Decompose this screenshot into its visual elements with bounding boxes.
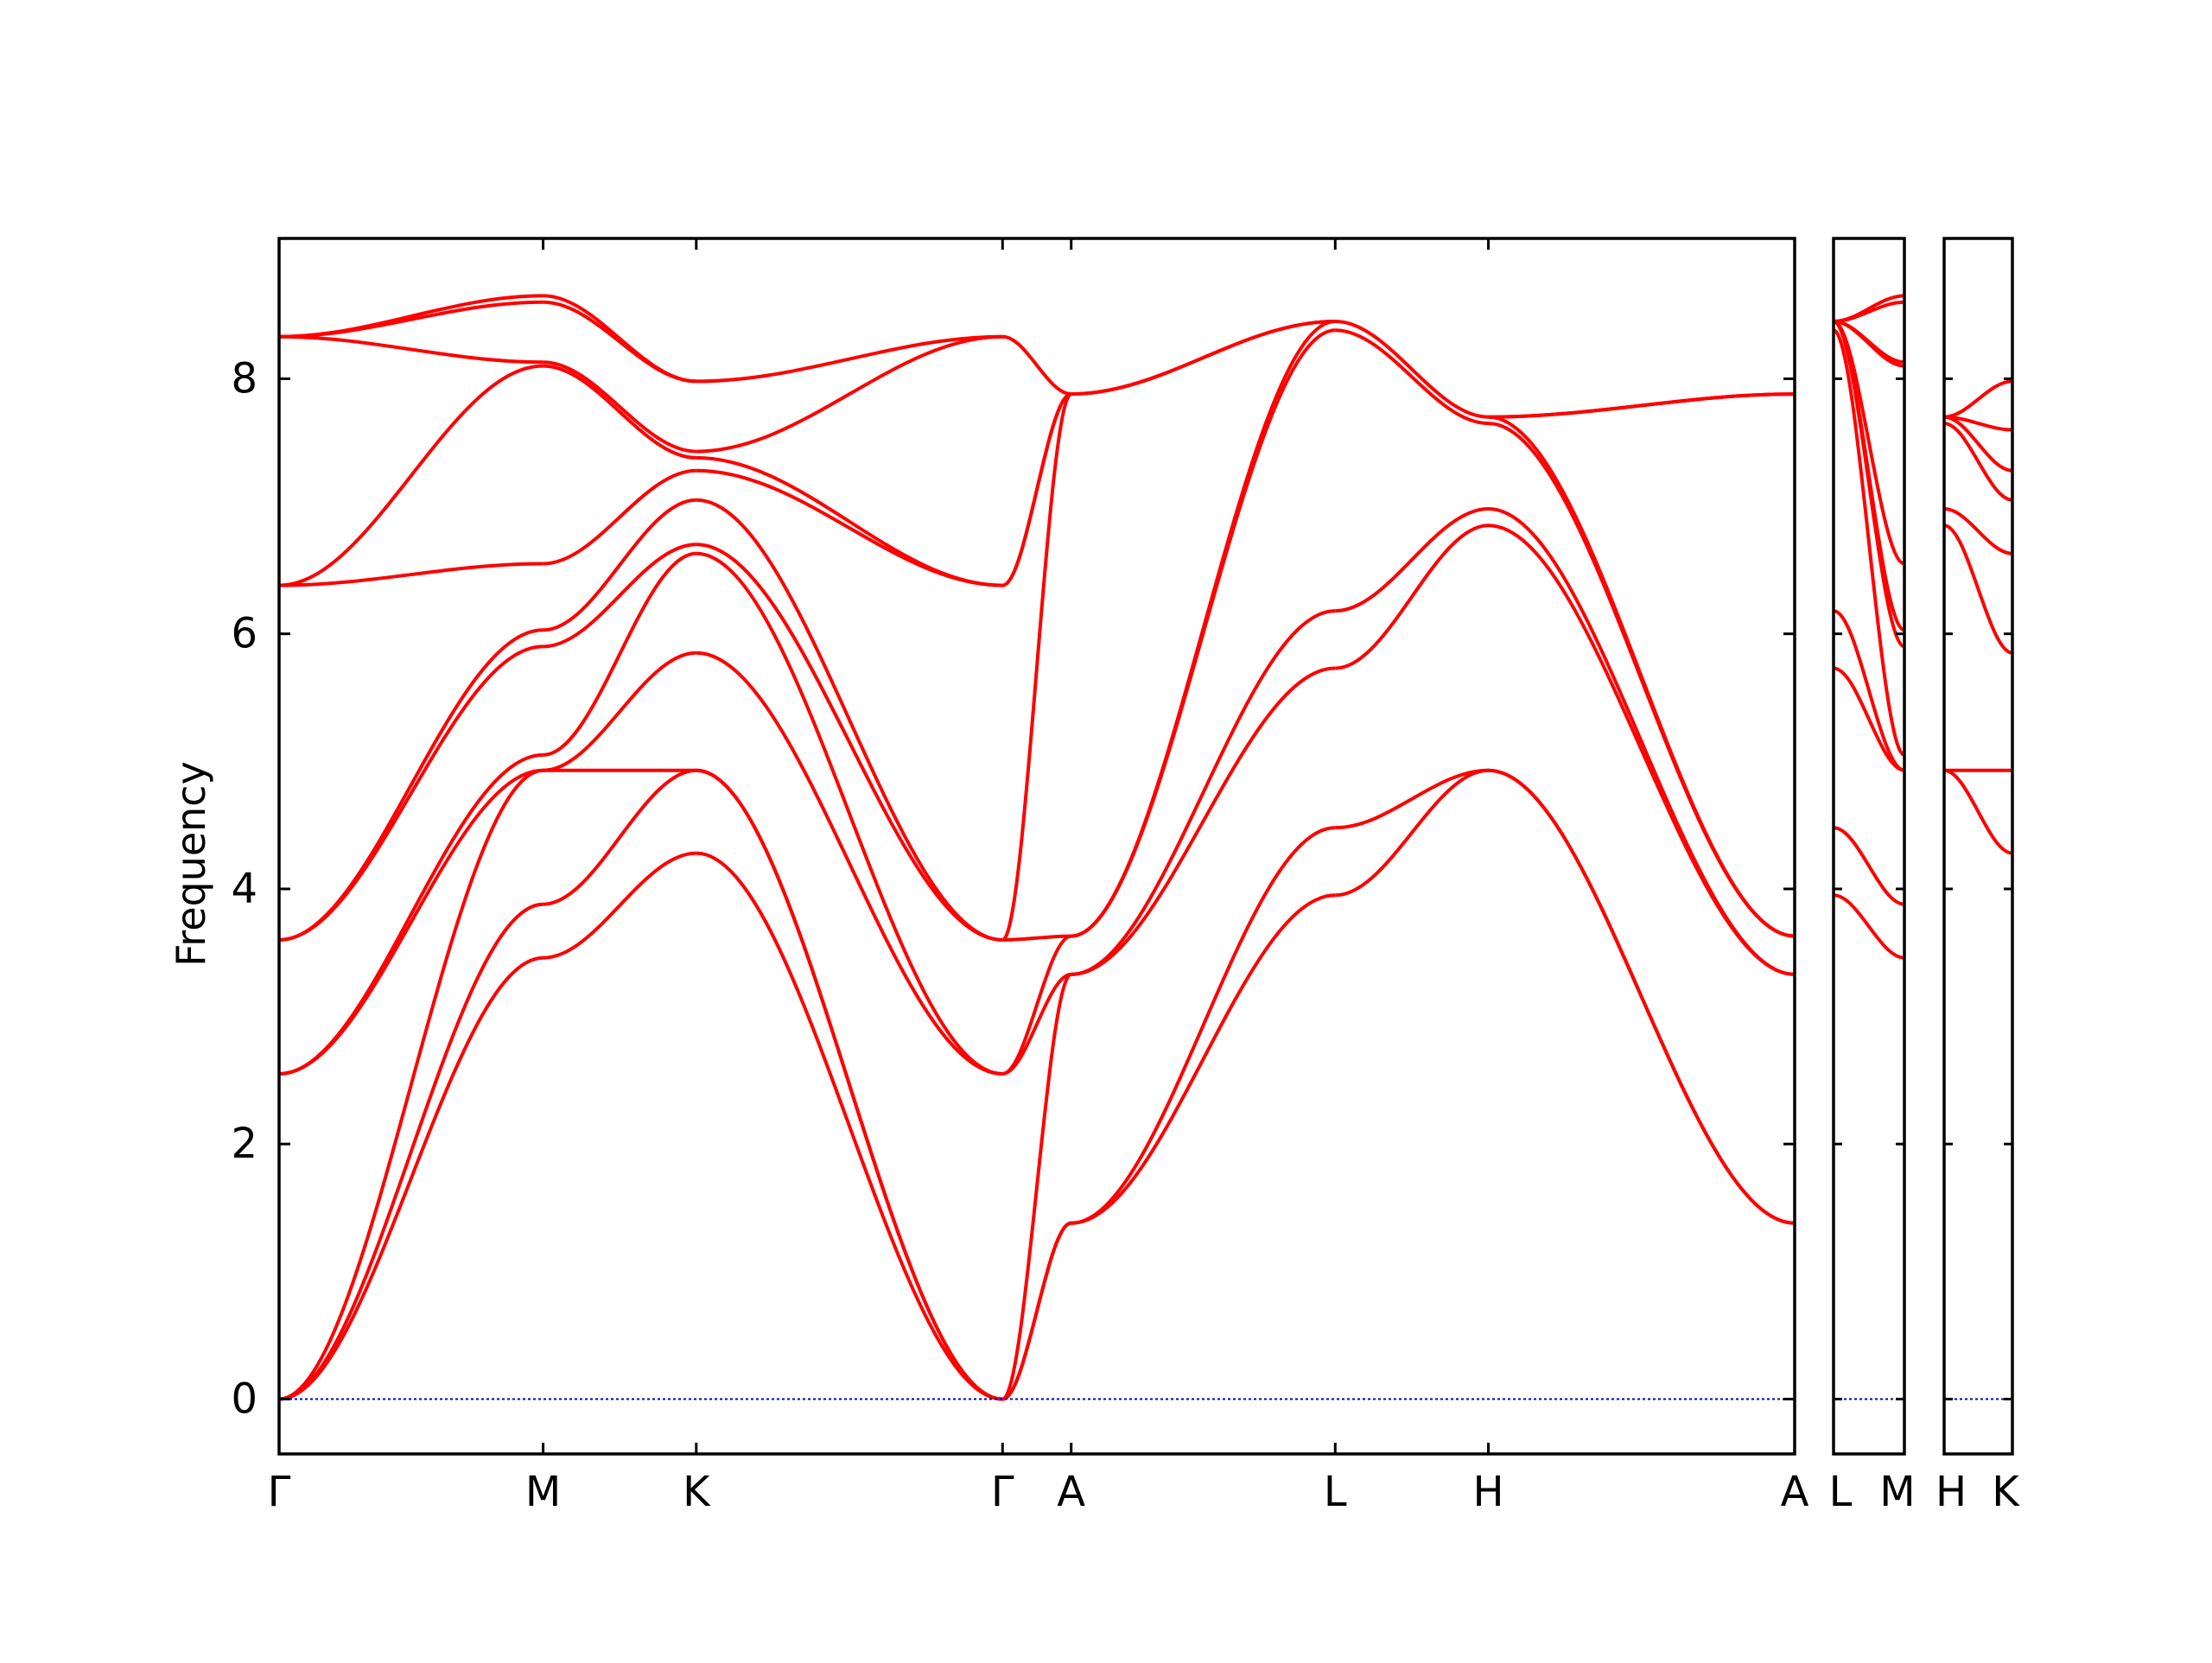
main-band-4-1	[1071, 826, 1336, 1225]
main-band-1-4	[543, 551, 696, 757]
main-band-5-3	[1335, 507, 1489, 613]
main-band-1-1	[543, 768, 696, 906]
y-tick-label: 4	[231, 865, 257, 913]
main-band-1-6	[543, 498, 696, 632]
plot-frame-2	[1942, 237, 2014, 1456]
main-band-3-9	[1002, 334, 1071, 397]
main-band-4-5	[1071, 320, 1336, 938]
main-band-1-11	[543, 294, 696, 384]
main-band-3-8	[1001, 392, 1072, 587]
main-band-3-2	[1001, 972, 1072, 1401]
main-band-5-4	[1335, 328, 1489, 426]
panel1-band-0-6	[1833, 320, 1905, 632]
bands-layer	[278, 294, 2013, 1401]
x-tick-label: L	[1324, 1468, 1347, 1516]
main-band-0-8	[278, 364, 543, 587]
main-band-2-6	[696, 498, 1003, 942]
main-band-1-5	[543, 543, 696, 649]
panel1-band-0-3	[1833, 609, 1905, 772]
main-band-4-7	[1071, 320, 1336, 397]
x-tick-label: K	[1992, 1468, 2020, 1516]
main-band-3-4	[1001, 934, 1072, 1076]
panel1-band-0-0	[1833, 893, 1905, 960]
main-band-3-6	[1001, 392, 1073, 942]
panel1-band-0-9	[1833, 320, 1905, 365]
main-band-2-0	[696, 851, 1003, 1401]
main-band-6-3	[1488, 507, 1796, 976]
panel1-band-0-7	[1833, 320, 1905, 566]
x-tick-label: H	[1472, 1468, 1503, 1516]
y-tick-label: 2	[231, 1120, 257, 1168]
main-band-0-2	[278, 768, 543, 1401]
panel1-band-0-2	[1833, 666, 1905, 772]
x-tick-label: L	[1829, 1468, 1853, 1516]
panel2-band-0-4	[1943, 422, 2013, 502]
panel2-band-0-3	[1943, 507, 2013, 555]
main-band-4-2	[1071, 666, 1336, 976]
main-band-0-5	[278, 644, 543, 942]
main-band-5-5	[1335, 320, 1489, 419]
panel2-band-0-7	[1943, 379, 2013, 419]
x-tick-label: Γ	[268, 1468, 291, 1516]
main-band-0-9	[278, 334, 543, 365]
main-band-4-0	[1071, 893, 1336, 1225]
main-band-0-1	[278, 902, 543, 1401]
main-band-6-5	[1488, 415, 1796, 938]
main-band-2-9	[696, 334, 1003, 454]
main-band-1-3	[543, 651, 696, 772]
x-tick-label: Γ	[991, 1468, 1014, 1516]
plot-frame-0	[277, 237, 1796, 1456]
main-band-5-0	[1335, 768, 1489, 898]
panel1-band-0-4	[1832, 328, 1906, 757]
main-band-3-1	[1001, 1221, 1072, 1401]
x-tick-label: K	[683, 1468, 711, 1516]
main-band-1-7	[543, 468, 696, 566]
y-tick-label: 0	[231, 1375, 257, 1424]
main-band-1-8	[543, 364, 696, 460]
x-tick-label: H	[1936, 1468, 1967, 1516]
main-band-0-0	[278, 955, 543, 1401]
main-band-3-3	[1001, 972, 1072, 1076]
panel1-band-0-1	[1833, 826, 1905, 906]
main-band-5-1	[1335, 768, 1489, 830]
main-band-0-10	[278, 300, 543, 339]
main-band-1-0	[543, 851, 696, 960]
main-band-1-9	[543, 360, 696, 454]
panel1-band-0-11	[1833, 294, 1905, 323]
panel2-band-0-2	[1943, 524, 2013, 655]
main-band-6-1	[1488, 768, 1796, 1225]
x-tick-label: A	[1781, 1468, 1809, 1516]
main-band-2-3	[696, 651, 1003, 1076]
frames-layer	[277, 237, 2014, 1456]
main-band-2-2	[696, 768, 1003, 1401]
y-tick-label: 6	[231, 610, 257, 658]
main-band-2-10	[696, 334, 1003, 384]
main-band-3-5	[1002, 934, 1071, 942]
main-band-4-3	[1071, 609, 1336, 976]
main-band-2-4	[696, 551, 1003, 1076]
x-tick-label: M	[1879, 1468, 1915, 1516]
main-band-2-8	[696, 455, 1003, 587]
main-band-0-6	[278, 628, 543, 942]
main-band-0-11	[278, 294, 543, 339]
x-tick-label: M	[525, 1468, 561, 1516]
x-tick-label: A	[1057, 1468, 1085, 1516]
y-tick-label: 8	[231, 354, 257, 403]
main-band-0-7	[278, 562, 543, 587]
main-band-0-4	[278, 752, 543, 1076]
main-band-5-2	[1335, 524, 1489, 670]
main-band-2-5	[696, 543, 1003, 942]
plot-frame-1	[1832, 237, 1906, 1456]
y-axis-label: Frequency	[168, 761, 214, 967]
panel2-band-0-0	[1943, 768, 2013, 855]
main-band-6-7	[1488, 392, 1796, 419]
